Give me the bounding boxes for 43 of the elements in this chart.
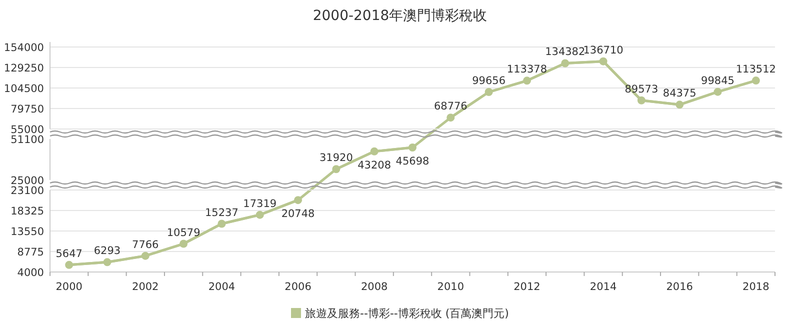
data-label: 7766 (132, 238, 160, 251)
data-label: 84375 (662, 88, 696, 100)
x-tick-label: 2008 (360, 281, 388, 293)
data-label: 17319 (243, 198, 277, 210)
y-tick-label: 25000 (10, 175, 44, 187)
y-tick-label: 18325 (10, 206, 44, 218)
x-tick-label: 2010 (437, 281, 464, 293)
y-tick-label: 79750 (10, 104, 44, 116)
x-tick-label: 2014 (590, 281, 617, 293)
data-label: 20748 (281, 208, 315, 220)
chart-title: 2000-2018年澳門博彩稅收 (312, 8, 488, 24)
data-label: 68776 (434, 100, 468, 113)
legend-label: 旅遊及服務--博彩--博彩稅收 (百萬澳門元) (305, 307, 509, 320)
y-tick-label: 8775 (17, 246, 44, 258)
y-tick-label: 55000 (10, 124, 44, 136)
data-label: 99656 (472, 75, 506, 88)
data-label: 43208 (358, 159, 392, 172)
x-tick-label: 2016 (666, 281, 694, 293)
data-label: 134382 (545, 46, 586, 58)
y-tick-label: 129250 (4, 62, 44, 74)
x-tick-label: 2002 (132, 281, 159, 293)
x-tick-label: 2006 (284, 281, 312, 293)
y-tick-label: 51100 (10, 134, 44, 146)
data-label: 5647 (56, 248, 82, 260)
y-tick-label: 154000 (4, 42, 44, 54)
x-tick-label: 2004 (208, 281, 236, 293)
data-label: 113378 (506, 64, 548, 76)
data-label: 99845 (701, 74, 734, 87)
data-label: 31920 (319, 152, 353, 164)
data-label: 15237 (205, 206, 238, 219)
y-tick-label: 13550 (10, 226, 44, 238)
y-tick-label: 23100 (10, 185, 44, 197)
x-tick-label: 2018 (742, 281, 770, 293)
data-label: 136710 (583, 44, 624, 56)
y-tick-label: 4000 (17, 267, 44, 279)
data-label: 89573 (624, 83, 658, 96)
data-label: 45698 (396, 155, 430, 168)
data-label: 113512 (736, 64, 776, 76)
y-tick-label: 104500 (4, 83, 44, 95)
data-label: 10579 (166, 226, 200, 239)
x-tick-label: 2012 (514, 281, 540, 293)
data-label: 6293 (94, 245, 121, 258)
x-tick-label: 2000 (56, 281, 82, 293)
